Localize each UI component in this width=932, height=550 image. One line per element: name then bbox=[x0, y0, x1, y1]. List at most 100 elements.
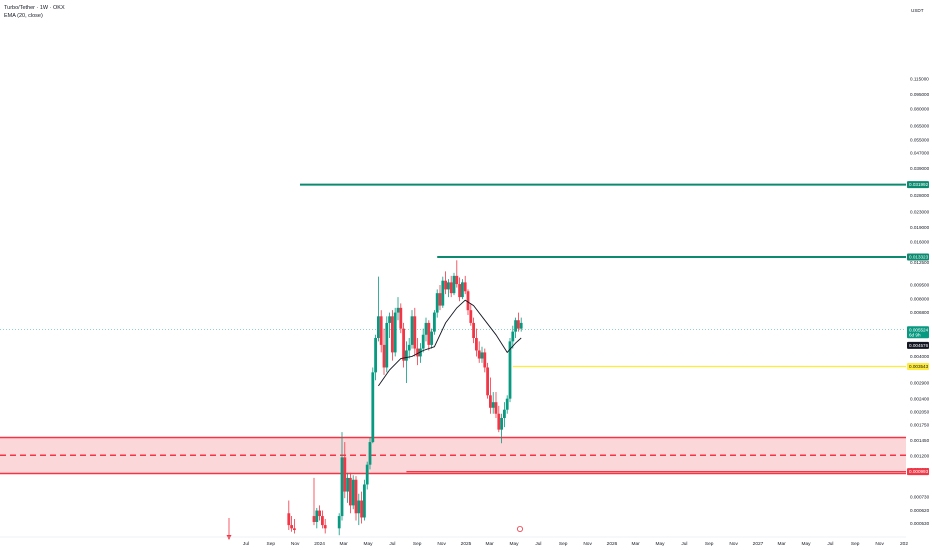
candle-body bbox=[402, 328, 405, 361]
price-axis[interactable]: USDT 0.115000 0.095000 0.080000 0.065000 0.05… bbox=[906, 0, 932, 550]
candle bbox=[293, 518, 296, 534]
candle-body bbox=[494, 402, 498, 414]
candle-body bbox=[382, 344, 386, 368]
candle bbox=[354, 476, 358, 521]
arrow-head bbox=[226, 535, 232, 540]
candle bbox=[374, 334, 377, 381]
level-badge-2-bg bbox=[907, 362, 929, 370]
candle-body bbox=[371, 372, 375, 443]
candle bbox=[407, 337, 411, 359]
price-tick-label: 0.016000 bbox=[910, 239, 930, 244]
candle-body bbox=[410, 316, 414, 345]
candle-body bbox=[461, 282, 464, 298]
candle bbox=[382, 328, 386, 375]
candle bbox=[315, 507, 319, 529]
candle bbox=[321, 510, 324, 529]
level-badge-3-label: 0.000993 bbox=[909, 469, 929, 474]
time-tick-label: Jul bbox=[243, 541, 249, 547]
candle bbox=[368, 437, 372, 470]
candle-body bbox=[517, 320, 520, 329]
candle-body bbox=[480, 352, 484, 359]
ema-badge-bg bbox=[907, 341, 929, 349]
level-badge-1-bg bbox=[907, 253, 929, 261]
candle bbox=[519, 317, 523, 332]
price-tick-label: 0.115000 bbox=[910, 76, 929, 81]
candle-body bbox=[514, 320, 517, 332]
candle-body bbox=[318, 510, 321, 517]
candle bbox=[346, 472, 349, 503]
price-tick-label: 0.023000 bbox=[910, 209, 930, 214]
level-badge-0: 0.031992 bbox=[907, 181, 929, 189]
candle bbox=[393, 307, 397, 357]
candle-body bbox=[351, 479, 355, 506]
candle-body bbox=[377, 316, 380, 338]
candle bbox=[438, 284, 442, 311]
time-tick-label: Jul bbox=[827, 541, 833, 547]
last-price-badge-bg bbox=[907, 326, 929, 339]
candle bbox=[399, 303, 403, 334]
candle-body bbox=[416, 348, 419, 357]
candle bbox=[458, 277, 461, 302]
price-tick-label: 0.009500 bbox=[910, 283, 930, 288]
candle-body bbox=[312, 516, 316, 522]
price-tick-label: 0.001750 bbox=[910, 422, 930, 427]
price-tick-label: 0.008000 bbox=[910, 297, 930, 302]
price-tick-label: 0.019000 bbox=[910, 225, 930, 230]
time-tick-label: May bbox=[509, 541, 519, 547]
time-tick-label: Nov bbox=[583, 541, 592, 547]
candle-body bbox=[368, 442, 372, 465]
time-tick-label: May bbox=[801, 541, 811, 547]
candle-body bbox=[455, 275, 459, 285]
last-price-badge-sub: 6d 9h bbox=[909, 332, 921, 337]
candle-body bbox=[419, 348, 422, 357]
time-tick-label: Jul bbox=[535, 541, 541, 547]
time-tick-label: Sep bbox=[851, 541, 860, 547]
symbol-title[interactable]: Turbo/Tether · 1W · OKX bbox=[4, 5, 65, 11]
candle-body bbox=[472, 322, 475, 338]
candle bbox=[455, 260, 459, 288]
candle-body bbox=[466, 291, 470, 311]
price-tick-label: 0.028000 bbox=[910, 193, 930, 198]
candle-body bbox=[393, 312, 397, 353]
price-badges: 0.031992 0.013323 0.003543 0.000993 0.005524… bbox=[907, 181, 929, 476]
candle bbox=[477, 341, 481, 363]
indicator-legend[interactable]: EMA (20, close) bbox=[4, 13, 43, 19]
candle bbox=[435, 289, 439, 318]
candle bbox=[385, 316, 389, 373]
candle-body bbox=[505, 398, 509, 410]
candle bbox=[357, 493, 361, 526]
candle bbox=[410, 310, 414, 349]
candle bbox=[363, 479, 366, 521]
candle bbox=[416, 337, 419, 366]
time-tick-label: Nov bbox=[875, 541, 884, 547]
candle-body bbox=[340, 457, 344, 517]
candle-body bbox=[374, 337, 377, 373]
candle bbox=[371, 367, 375, 444]
time-axis[interactable]: Jul Sep Nov 2024 Mar May Jul Sep Nov 2025 Mar May Ju… bbox=[0, 536, 908, 547]
time-tick-label: Mar bbox=[485, 541, 494, 547]
candle bbox=[480, 346, 484, 363]
level-lines bbox=[0, 183, 906, 473]
candle-body bbox=[346, 477, 349, 492]
candle bbox=[433, 310, 436, 335]
chart-annotations bbox=[226, 518, 524, 540]
candle-body bbox=[290, 525, 293, 529]
candle-body bbox=[385, 322, 389, 368]
candle-body bbox=[500, 417, 503, 430]
candle bbox=[379, 310, 383, 353]
candles bbox=[287, 260, 523, 536]
candle bbox=[452, 272, 456, 296]
candle-body bbox=[447, 282, 450, 290]
candle bbox=[461, 279, 464, 300]
candle bbox=[351, 475, 355, 510]
candle-body bbox=[491, 402, 495, 408]
candle bbox=[287, 500, 291, 530]
candle bbox=[511, 325, 515, 349]
level-badge-0-label: 0.031992 bbox=[909, 182, 929, 187]
candle bbox=[396, 297, 400, 321]
price-tick-label: 0.001200 bbox=[910, 454, 930, 459]
candle bbox=[290, 516, 293, 532]
candle-body bbox=[337, 516, 341, 529]
